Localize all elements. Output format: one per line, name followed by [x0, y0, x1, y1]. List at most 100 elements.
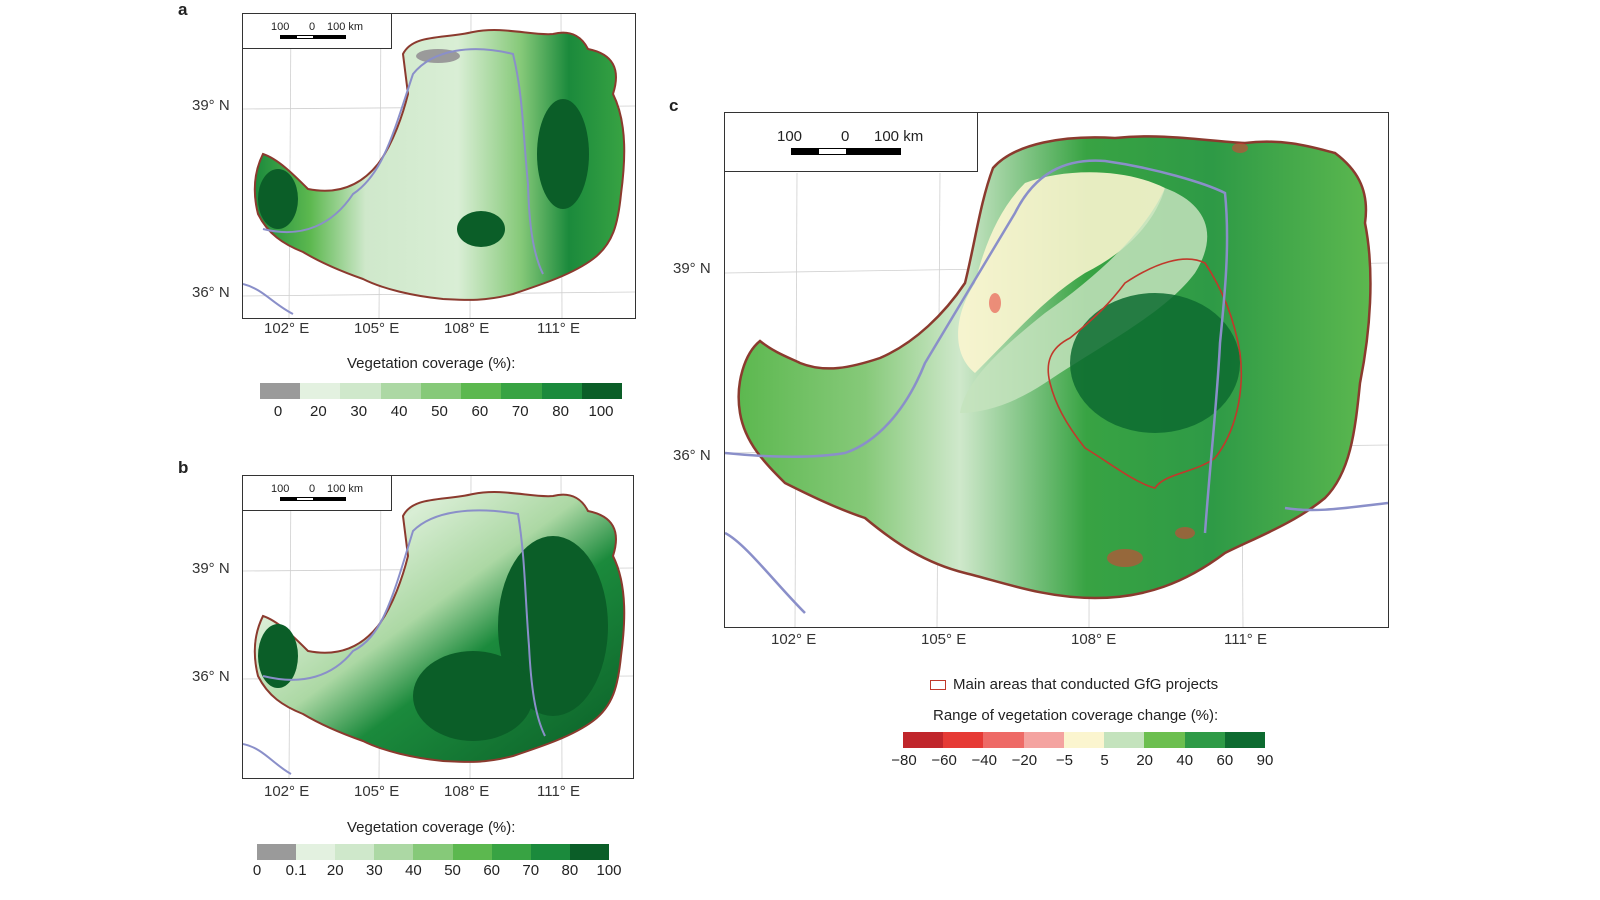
panel-c-gfg-outline	[1047, 258, 1243, 489]
panel-c-scale-box: 100 0 100 km	[725, 113, 978, 172]
panel-c-legend-tick: 60	[1216, 752, 1234, 769]
panel-b-legend-tick: 80	[561, 862, 579, 879]
panel-b-legend-title: Vegetation coverage (%):	[347, 819, 516, 836]
panel-b-lon-102: 102° E	[264, 783, 310, 800]
panel-c-legend-swatches	[903, 732, 1265, 748]
panel-c-scale-bar	[791, 148, 901, 155]
panel-c-legend-tick: −20	[1011, 752, 1038, 769]
panel-c-legend-swatch	[903, 732, 944, 748]
panel-c-gfg-legend-label: Main areas that conducted GfG projects	[953, 676, 1219, 693]
panel-c-legend-tick: −40	[971, 752, 997, 769]
panel-b-legend-tick: 40	[405, 862, 422, 879]
panel-a-lon-108: 108° E	[444, 320, 490, 337]
panel-c-legend-swatch	[983, 732, 1024, 748]
panel-b-lon-105: 105° E	[354, 783, 400, 800]
panel-c-gfg-legend-swatch	[930, 680, 946, 690]
panel-a-legend-tick: 30	[350, 403, 368, 420]
panel-c-legend-swatch	[1104, 732, 1145, 748]
panel-b-lon-111: 111° E	[537, 783, 580, 800]
panel-b-scale-zero: 0	[309, 483, 316, 495]
panel-a-legend-swatch	[380, 383, 421, 399]
panel-c-scale-right: 100 km	[874, 128, 924, 145]
panel-a-letter: a	[178, 0, 188, 19]
panel-c-letter: c	[669, 96, 679, 115]
panel-a-lon-105: 105° E	[354, 320, 400, 337]
panel-c-legend-tick: −80	[891, 752, 917, 769]
panel-b-legend-swatch	[530, 844, 570, 860]
panel-a-scale-box: 100 0 100 km	[243, 14, 392, 49]
panel-b-dense-vegetation	[258, 536, 608, 741]
panel-a-lat-39: 39° N	[192, 97, 230, 114]
panel-c-legend-title: Range of vegetation coverage change (%):	[933, 707, 1219, 724]
panel-a-legend-tick: 40	[390, 403, 408, 420]
panel-b-legend-swatch	[491, 844, 531, 860]
panel-b-legend-ticks: 0 0.1 20 30 40 50 60 70 80 100	[253, 862, 622, 880]
panel-b-legend-tick: 50	[444, 862, 461, 879]
panel-a-legend-title: Vegetation coverage (%):	[347, 355, 516, 372]
panel-c-scale-left: 100	[777, 128, 803, 145]
panel-c-legend-tick: −60	[931, 752, 957, 769]
panel-a-legend-tick: 60	[471, 403, 489, 420]
panel-c-decline-patches	[989, 143, 1248, 567]
panel-c-lat-39: 39° N	[673, 260, 711, 277]
panel-b-scale-box: 100 0 100 km	[243, 476, 392, 511]
panel-b-lat-39: 39° N	[192, 560, 230, 577]
panel-b-legend-tick: 20	[326, 862, 344, 879]
panel-a-legend-swatch	[501, 383, 542, 399]
panel-c-legend-swatch	[1144, 732, 1185, 748]
panel-c-greening-core	[1070, 293, 1240, 433]
panel-b-legend-swatch	[452, 844, 492, 860]
panel-b-legend-tick: 0.1	[285, 862, 307, 879]
panel-b-map: 100 0 100 km	[242, 475, 634, 779]
panel-c-lon-105: 105° E	[921, 631, 967, 648]
panel-a-legend-swatch	[340, 383, 381, 399]
panel-a-river	[243, 48, 544, 315]
panel-b-legend-tick: 0	[252, 862, 262, 879]
panel-a-legend-tick: 50	[431, 403, 448, 420]
panel-c-lon-102: 102° E	[771, 631, 817, 648]
panel-a-legend-ticks: 0 20 30 40 50 60 70 80 100	[274, 403, 614, 421]
panel-b-lat-36: 36° N	[192, 668, 230, 685]
panel-b-legend-tick: 100	[596, 862, 622, 879]
panel-a-legend-tick: 70	[511, 403, 529, 420]
panel-a-map-graphic	[243, 14, 635, 318]
panel-a-legend-swatches	[260, 383, 622, 399]
panel-a-lon-111: 111° E	[537, 320, 580, 337]
panel-a-scale-right: 100 km	[327, 21, 364, 33]
panel-c-lat-36: 36° N	[673, 447, 711, 464]
panel-c-map: 100 0 100 km	[724, 112, 1389, 628]
panel-b-legend-swatch	[335, 844, 375, 860]
panel-a-legend-tick: 100	[588, 403, 614, 420]
panel-a-legend-swatch	[260, 383, 301, 399]
panel-a-legend-tick: 0	[273, 403, 283, 420]
panel-c-legend-tick: 5	[1100, 752, 1109, 769]
panel-b-legend-swatches	[257, 844, 609, 860]
panel-a-legend-tick: 80	[552, 403, 569, 420]
panel-b-lon-108: 108° E	[444, 783, 490, 800]
panel-c-river	[725, 159, 1388, 614]
panel-b-legend-swatch	[296, 844, 336, 860]
panel-c-legend-swatch	[1023, 732, 1064, 748]
panel-c-lon-111: 111° E	[1224, 631, 1267, 648]
panel-b-scale-bar	[280, 497, 346, 501]
panel-c-scale-zero: 0	[841, 128, 850, 145]
panel-b-legend-tick: 70	[522, 862, 540, 879]
panel-b-legend-swatch	[413, 844, 453, 860]
panel-a-scale-left: 100	[271, 21, 290, 33]
panel-a-scale-zero: 0	[309, 21, 316, 33]
panel-b-legend-swatch	[374, 844, 414, 860]
panel-c-legend-tick: 40	[1176, 752, 1194, 769]
panel-c-light-zone	[960, 188, 1208, 413]
panel-c-map-graphic	[725, 135, 1388, 627]
panel-a-dense-vegetation	[258, 99, 589, 247]
panel-c-legend-swatch	[943, 732, 984, 748]
panel-c-legend-tick: 20	[1136, 752, 1153, 769]
panel-a-legend-swatch	[420, 383, 462, 399]
panel-b-legend-swatch	[257, 844, 297, 860]
panel-a-legend-tick: 20	[310, 403, 327, 420]
panel-c-lon-108: 108° E	[1071, 631, 1117, 648]
panel-c-legend-swatch	[1184, 732, 1225, 748]
panel-a-map: 100 0 100 km	[242, 13, 636, 319]
panel-b-map-graphic	[243, 476, 633, 778]
panel-b-scale-right: 100 km	[327, 483, 364, 495]
